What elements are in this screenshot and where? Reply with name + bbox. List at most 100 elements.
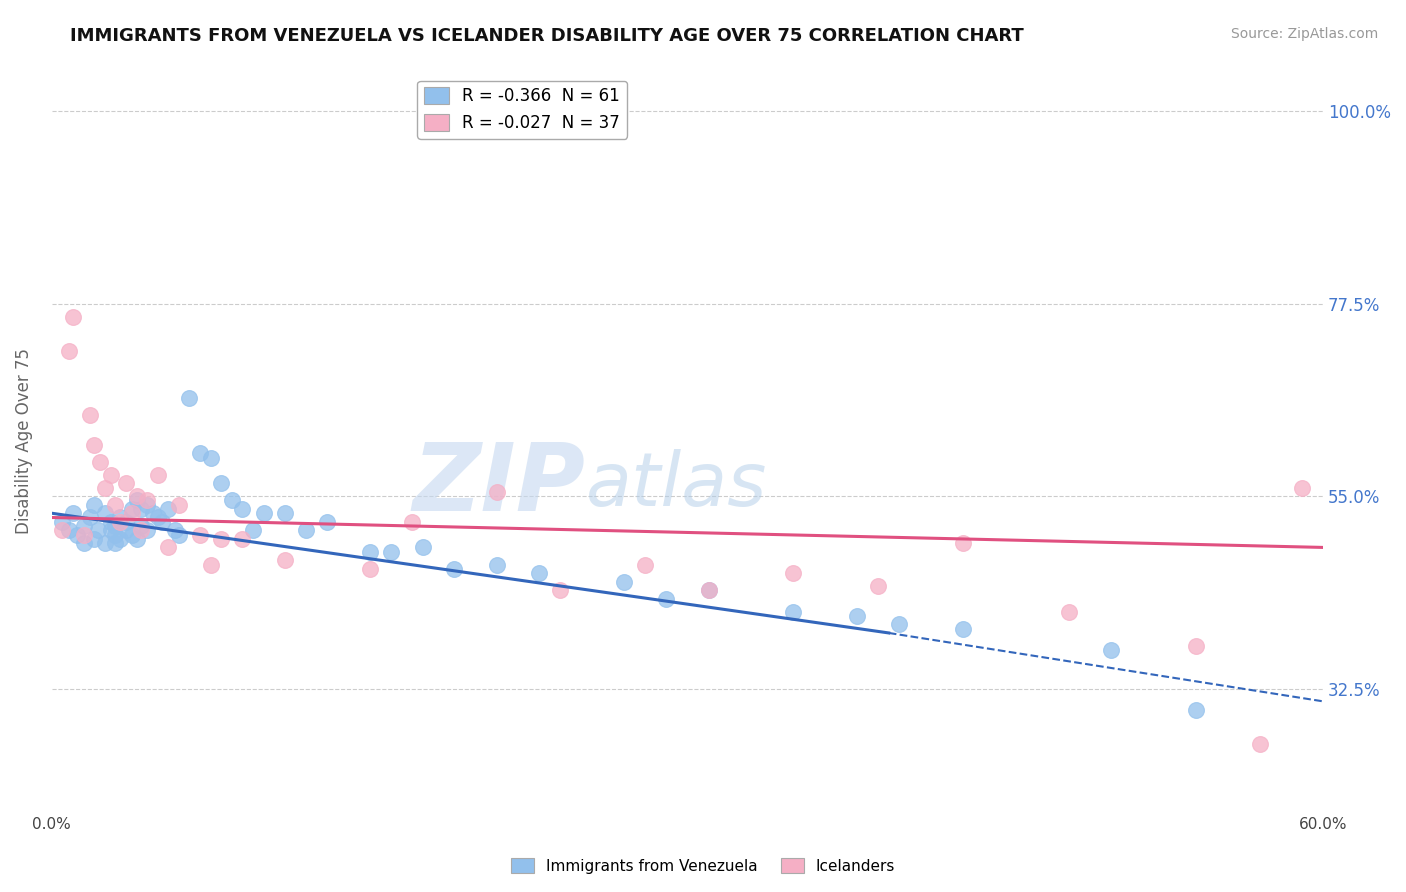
Point [51,515,73,529]
Point [89,455,111,469]
Point [868,579,890,593]
Point [62,310,84,324]
Point [136,498,159,512]
Point [93,536,115,550]
Point [129,502,152,516]
Point [316,515,339,529]
Point [527,566,550,580]
Point [104,519,127,533]
Point [66,527,89,541]
Point [634,558,657,572]
Text: atlas: atlas [586,450,768,521]
Point [58,524,80,538]
Point [1185,639,1208,653]
Point [157,502,180,516]
Point [889,617,911,632]
Text: Source: ZipAtlas.com: Source: ZipAtlas.com [1230,27,1378,41]
Point [62,506,84,520]
Point [485,484,508,499]
Point [443,562,465,576]
Point [209,476,232,491]
Point [93,481,115,495]
Point [157,541,180,555]
Point [485,558,508,572]
Point [200,450,222,465]
Point [87,524,110,538]
Point [108,532,131,546]
Point [200,558,222,572]
Point [231,532,253,546]
Point [1185,703,1208,717]
Point [1249,737,1271,751]
Point [79,510,101,524]
Point [83,438,105,452]
Text: IMMIGRANTS FROM VENEZUELA VS ICELANDER DISABILITY AGE OVER 75 CORRELATION CHART: IMMIGRANTS FROM VENEZUELA VS ICELANDER D… [70,27,1024,45]
Point [125,532,148,546]
Point [274,506,297,520]
Point [655,591,678,606]
Point [136,524,159,538]
Point [231,502,253,516]
Point [359,545,381,559]
Point [782,566,804,580]
Point [1099,643,1122,657]
Point [72,527,94,541]
Point [104,536,127,550]
Point [115,524,138,538]
Point [209,532,232,546]
Point [136,493,159,508]
Point [188,446,211,460]
Point [121,502,143,516]
Point [782,605,804,619]
Point [697,583,720,598]
Point [412,541,434,555]
Point [846,608,869,623]
Point [125,489,148,503]
Point [129,519,152,533]
Point [167,527,190,541]
Point [952,536,974,550]
Point [221,493,243,508]
Point [401,515,423,529]
Point [121,527,143,541]
Legend: R = -0.366  N = 61, R = -0.027  N = 37: R = -0.366 N = 61, R = -0.027 N = 37 [418,80,627,138]
Point [179,391,201,405]
Point [697,583,720,598]
Point [150,515,173,529]
Point [108,510,131,524]
Point [952,622,974,636]
Point [100,524,122,538]
Text: ZIP: ZIP [413,439,586,531]
Point [359,562,381,576]
Point [167,498,190,512]
Point [79,408,101,422]
Point [1057,605,1080,619]
Point [58,343,80,358]
Point [146,510,169,524]
Point [295,524,318,538]
Point [115,476,138,491]
Point [146,467,169,482]
Point [104,498,127,512]
Point [242,524,264,538]
Point [51,524,73,538]
Point [100,467,122,482]
Point [72,519,94,533]
Legend: Immigrants from Venezuela, Icelanders: Immigrants from Venezuela, Icelanders [505,852,901,880]
Point [83,498,105,512]
Point [100,515,122,529]
Point [274,553,297,567]
Point [1291,481,1313,495]
Point [163,524,186,538]
Point [121,506,143,520]
Point [613,574,636,589]
Point [104,527,127,541]
Point [83,532,105,546]
Point [253,506,276,520]
Point [550,583,572,598]
Point [125,493,148,508]
Point [129,524,152,538]
Point [188,527,211,541]
Point [72,536,94,550]
Point [108,515,131,529]
